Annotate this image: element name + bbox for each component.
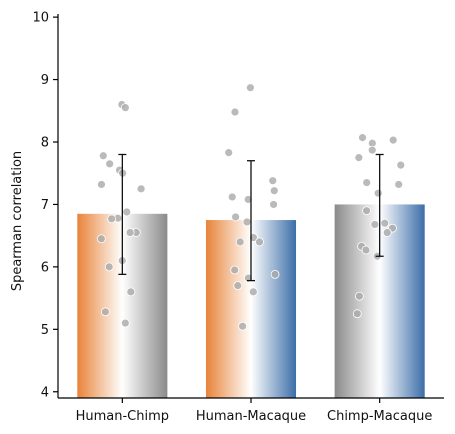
point-2-7 bbox=[394, 180, 404, 189]
point-0-8 bbox=[122, 207, 132, 217]
x-tick-label-1: Human-Macaque bbox=[196, 409, 306, 424]
point-2-11 bbox=[370, 220, 380, 229]
point-1-2 bbox=[224, 148, 234, 158]
point-2-8 bbox=[373, 188, 383, 198]
point-0-10 bbox=[107, 214, 117, 224]
point-0-15 bbox=[104, 262, 114, 272]
point-2-3 bbox=[367, 145, 377, 155]
point-0-2 bbox=[98, 151, 108, 161]
point-0-18 bbox=[120, 318, 130, 328]
point-1-3 bbox=[268, 176, 278, 186]
y-tick-label-5: 5 bbox=[41, 323, 49, 338]
point-1-4 bbox=[269, 186, 279, 196]
point-1-17 bbox=[248, 287, 258, 297]
y-axis-label: Spearman correlation bbox=[10, 151, 25, 291]
point-1-12 bbox=[235, 237, 245, 247]
point-1-5 bbox=[227, 192, 237, 202]
point-0-6 bbox=[97, 180, 106, 189]
y-tick-label-8: 8 bbox=[41, 136, 49, 151]
x-tick-label-0: Human-Chimp bbox=[76, 409, 169, 424]
error-bars bbox=[118, 153, 384, 282]
point-0-3 bbox=[105, 159, 115, 169]
point-2-15 bbox=[361, 245, 371, 255]
point-1-16 bbox=[233, 281, 243, 291]
y-tick-label-9: 9 bbox=[41, 73, 49, 88]
y-tick-label-10: 10 bbox=[32, 11, 49, 26]
x-tick-label-2: Chimp-Macaque bbox=[327, 409, 432, 424]
y-tick-label-4: 4 bbox=[41, 385, 49, 400]
y-ticks: 4 5 6 7 8 9 10 bbox=[32, 11, 58, 400]
y-tick-label-6: 6 bbox=[41, 260, 49, 275]
point-1-9 bbox=[242, 217, 252, 227]
point-0-7 bbox=[136, 184, 146, 194]
point-1-8 bbox=[231, 212, 241, 222]
x-tick-labels: Human-Chimp Human-Macaque Chimp-Macaque bbox=[76, 398, 432, 424]
point-2-1 bbox=[388, 135, 398, 145]
point-2-0 bbox=[358, 133, 367, 143]
point-2-18 bbox=[352, 309, 362, 319]
point-1-14 bbox=[270, 269, 280, 279]
point-0-13 bbox=[96, 234, 106, 244]
point-2-4 bbox=[354, 153, 364, 163]
point-0-12 bbox=[125, 228, 135, 237]
point-0-17 bbox=[100, 307, 110, 317]
point-2-10 bbox=[380, 218, 390, 228]
point-1-13 bbox=[230, 265, 240, 275]
point-1-1 bbox=[230, 107, 240, 117]
point-1-0 bbox=[245, 83, 255, 93]
point-1-18 bbox=[238, 321, 247, 331]
y-tick-label-7: 7 bbox=[41, 198, 49, 213]
point-0-1 bbox=[120, 103, 130, 113]
point-1-7 bbox=[269, 200, 278, 209]
point-2-17 bbox=[354, 291, 364, 301]
point-2-5 bbox=[396, 160, 406, 170]
point-2-9 bbox=[362, 206, 371, 216]
point-0-16 bbox=[126, 287, 136, 297]
point-2-13 bbox=[382, 228, 392, 237]
point-1-6 bbox=[243, 195, 253, 204]
point-2-6 bbox=[362, 178, 372, 187]
point-1-11 bbox=[255, 237, 264, 247]
